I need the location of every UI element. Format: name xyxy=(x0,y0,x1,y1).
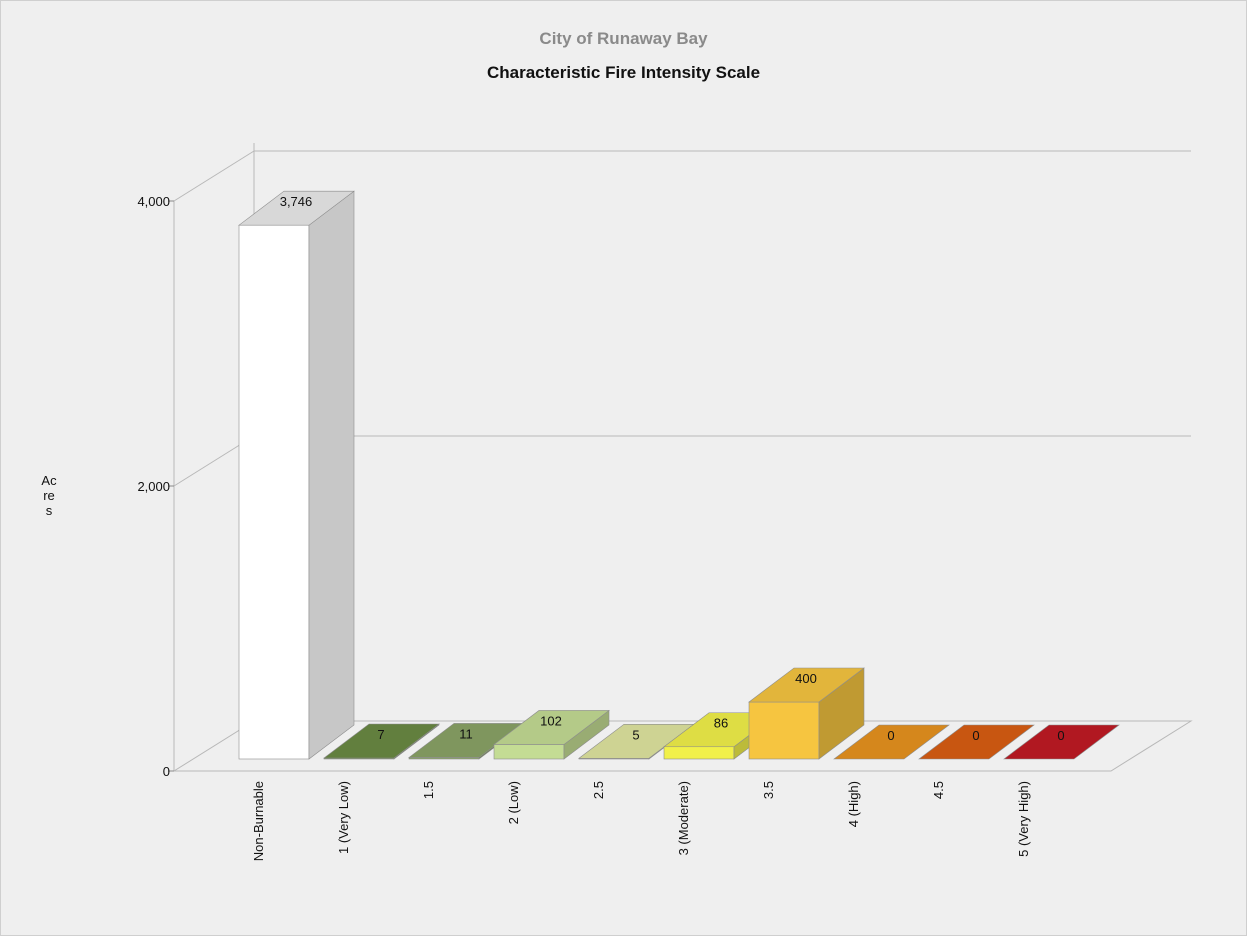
bar-front-face xyxy=(663,746,735,760)
bar-front-face xyxy=(238,224,310,760)
bar-top-face xyxy=(748,667,865,703)
y-tick-label: 4,000 xyxy=(137,194,170,209)
y-axis: 0 2,000 4,000 xyxy=(137,194,174,779)
value-labels: 3,746 7 11 102 5 86 400 0 0 0 xyxy=(280,194,1065,743)
bar xyxy=(238,190,355,760)
value-label: 102 xyxy=(540,713,562,728)
category-label: 3 (Moderate) xyxy=(676,781,691,855)
value-label: 86 xyxy=(714,716,728,731)
value-label: 3,746 xyxy=(280,194,313,209)
category-label: 4 (High) xyxy=(846,781,861,827)
floor-plane xyxy=(172,720,1193,772)
value-label: 11 xyxy=(459,726,473,741)
y-tick-label: 0 xyxy=(163,764,170,779)
bar-top-face xyxy=(238,190,355,226)
bar-top-face xyxy=(323,723,440,759)
bar-front-face xyxy=(748,701,820,760)
value-label: 400 xyxy=(795,671,817,686)
category-label: 3.5 xyxy=(761,781,776,799)
category-label: 1 (Very Low) xyxy=(336,781,351,854)
gridline-diagonal xyxy=(173,150,255,202)
value-label: 0 xyxy=(1057,728,1064,743)
value-label: 0 xyxy=(972,728,979,743)
category-label: 2 (Low) xyxy=(506,781,521,824)
y-tick-label: 2,000 xyxy=(137,479,170,494)
chart-title: Characteristic Fire Intensity Scale xyxy=(486,63,761,82)
bar xyxy=(323,723,440,760)
bar-top-face xyxy=(918,724,1035,760)
bar-top-face xyxy=(833,724,950,760)
value-label: 7 xyxy=(377,727,384,742)
bar-front-face xyxy=(493,744,565,760)
bar xyxy=(918,724,1035,760)
y-axis-label: Acres xyxy=(41,473,57,518)
value-label: 0 xyxy=(887,728,894,743)
bar-top-face xyxy=(1003,724,1120,760)
bar xyxy=(493,709,610,760)
value-label: 5 xyxy=(632,727,639,742)
bar-side-face xyxy=(308,190,355,760)
category-label: 5 (Very High) xyxy=(1016,781,1031,857)
bar xyxy=(833,724,950,760)
bar xyxy=(1003,724,1120,760)
category-label: 1.5 xyxy=(421,781,436,799)
bars xyxy=(238,190,1120,760)
category-label: 2.5 xyxy=(591,781,606,799)
chart-subtitle: City of Runaway Bay xyxy=(539,29,708,48)
category-labels: Non-Burnable 1 (Very Low) 1.5 2 (Low) 2.5 3 (… xyxy=(251,781,1031,861)
category-label: Non-Burnable xyxy=(251,781,266,861)
bar xyxy=(748,667,865,760)
bar-top-face xyxy=(493,710,610,745)
category-label: 4.5 xyxy=(931,781,946,799)
